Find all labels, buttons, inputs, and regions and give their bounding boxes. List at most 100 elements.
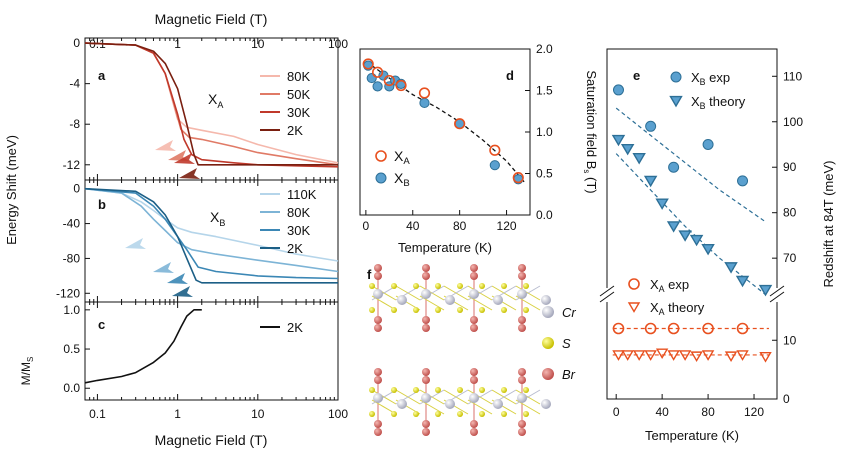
- structure-legend-swatch: [542, 368, 554, 380]
- s-atom: [435, 283, 441, 289]
- left-panel-frame: [84, 37, 339, 401]
- br-atom: [518, 428, 526, 436]
- series-line-80K: [84, 187, 339, 273]
- panel-b-label: b: [98, 197, 106, 212]
- y-tick-label: -4: [69, 77, 80, 91]
- s-atom: [369, 283, 375, 289]
- y-tick-label: 0.5: [63, 342, 80, 356]
- s-atom: [523, 307, 529, 313]
- br-atom: [374, 324, 382, 332]
- y-tick-label: 1.0: [63, 303, 80, 317]
- s-atom: [479, 283, 485, 289]
- cr-atom: [517, 289, 527, 299]
- s-atom: [523, 283, 529, 289]
- xb-exp-point: [737, 175, 749, 187]
- cr-atom: [493, 399, 503, 409]
- s-atom: [369, 411, 375, 417]
- axis-break-mark: [599, 285, 615, 297]
- y-tick-label: 0: [73, 36, 80, 50]
- left-panel-group: Magnetic Field (T) Magnetic Field (T) En…: [4, 11, 348, 448]
- s-atom: [501, 307, 507, 313]
- panel-e-marks: [611, 84, 773, 363]
- s-atom: [457, 307, 463, 313]
- cr-atom: [469, 393, 479, 403]
- y-tick-label: -80: [63, 251, 81, 265]
- legend-label-xb: XB: [394, 170, 410, 189]
- structure-legend-label: Cr: [562, 305, 576, 320]
- br-atom: [470, 324, 478, 332]
- s-atom: [523, 411, 529, 417]
- x-tick-label: 40: [655, 405, 669, 419]
- y-tick-label: 0.5: [536, 167, 553, 181]
- br-atom: [470, 376, 478, 384]
- br-atom: [374, 264, 382, 272]
- xb-exp-point: [702, 138, 714, 150]
- bottom-x-tick-label: 10: [251, 407, 265, 421]
- panel-a-label: a: [98, 68, 106, 83]
- top-x-tick-label: 10: [251, 37, 265, 51]
- panel-e-label: e: [633, 68, 640, 83]
- s-atom: [413, 283, 419, 289]
- legend-label-a: 30K: [287, 105, 310, 120]
- legend-label-xb-exp: XB exp: [691, 70, 730, 87]
- energy-shift-ylabel: Energy Shift (meV): [4, 135, 19, 245]
- bottom-x-tick-label: 0.1: [89, 407, 106, 421]
- panel-d: d Temperature (K) Saturation field Bs (T…: [359, 42, 599, 255]
- y-tick-label: 0.0: [536, 208, 553, 222]
- legend-label-a: 50K: [287, 87, 310, 102]
- cr-atom: [421, 393, 431, 403]
- s-atom: [479, 387, 485, 393]
- xa-point: [395, 79, 407, 92]
- panel-e-frame: [606, 48, 778, 400]
- xb-point: [419, 97, 430, 109]
- xa-exp-point: [667, 322, 680, 335]
- xb-point: [366, 72, 377, 84]
- xa-theory-point: [724, 351, 738, 362]
- panel-d-label: d: [506, 68, 514, 83]
- br-atom: [518, 368, 526, 376]
- xa-theory-point: [655, 348, 669, 360]
- s-atom: [391, 283, 397, 289]
- br-atom: [470, 428, 478, 436]
- x-tick-label: 120: [497, 219, 517, 233]
- xa-point: [362, 58, 374, 70]
- s-atom: [369, 307, 375, 313]
- br-atom: [470, 264, 478, 272]
- legend-label-b: 110K: [287, 187, 317, 202]
- panel-e-ticks: 0 40 80 120 70 80 90 100 110 0 10: [598, 69, 803, 419]
- s-atom: [501, 283, 507, 289]
- x-tick-label: 80: [701, 405, 715, 419]
- br-atom: [374, 420, 382, 428]
- panel-b-annotation: XB: [210, 209, 225, 228]
- legend-label-b: 2K: [287, 241, 303, 256]
- xa-exp-point: [736, 322, 749, 335]
- saturation-arrow: [153, 262, 174, 273]
- s-atom: [501, 411, 507, 417]
- cr-atom: [373, 289, 383, 299]
- s-atom: [457, 387, 463, 393]
- panel-c-label: c: [98, 317, 105, 332]
- left-arrows: [125, 140, 200, 297]
- saturation-arrow: [172, 286, 193, 297]
- br-atom: [518, 376, 526, 384]
- x-tick-label: 0: [363, 219, 370, 233]
- s-atom: [435, 387, 441, 393]
- y-tick-label: 90: [783, 160, 797, 174]
- y-tick-label: 110: [783, 69, 802, 83]
- panel-d-legend: XA XB: [375, 148, 410, 189]
- xb-theory-point: [758, 284, 773, 297]
- fit-line: [365, 60, 525, 183]
- panel-f-label: f: [367, 267, 372, 282]
- br-atom: [518, 272, 526, 280]
- saturation-arrow: [167, 273, 188, 284]
- xa-theory-point: [621, 350, 634, 361]
- s-atom: [435, 411, 441, 417]
- x-tick-label: 120: [744, 405, 764, 419]
- br-atom: [422, 324, 430, 332]
- xb-theory-point: [735, 275, 750, 288]
- cr-atom: [421, 289, 431, 299]
- xa-point: [454, 118, 466, 130]
- y-tick-label: 80: [783, 206, 797, 220]
- s-atom: [391, 387, 397, 393]
